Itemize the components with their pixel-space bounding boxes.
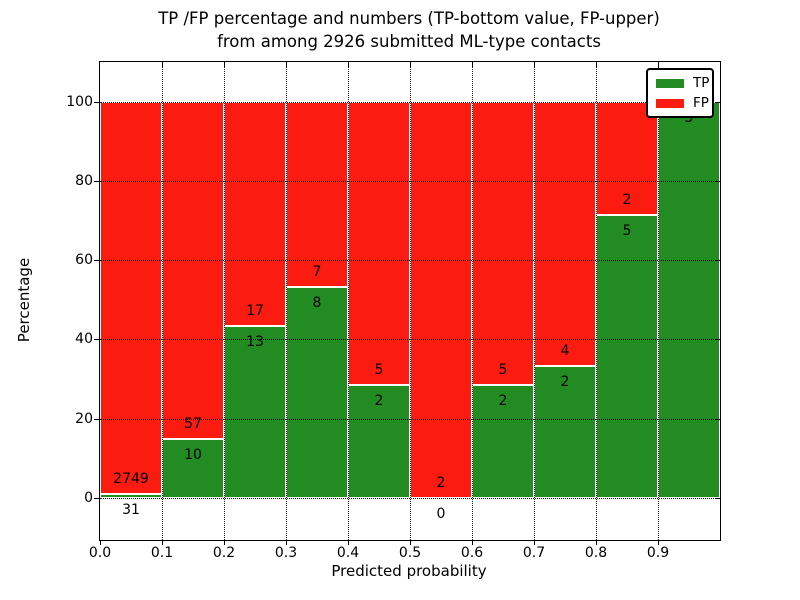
x-tick-mark-top	[596, 62, 597, 67]
x-tick-mark-top	[162, 62, 163, 67]
legend: TP FP	[646, 68, 714, 118]
y-tick-label: 80	[75, 172, 93, 189]
tp-count-label: 2	[560, 373, 570, 390]
x-tick-mark-top	[658, 62, 659, 67]
tp-count-label: 8	[312, 294, 322, 311]
x-tick-mark	[224, 540, 225, 545]
x-tick-mark-top	[534, 62, 535, 67]
x-tick-mark-top	[224, 62, 225, 67]
x-tick-mark-top	[410, 62, 411, 67]
tp-count-label: 13	[246, 334, 264, 351]
plot-area: TP FP 2749315710171378522052422550.00.10…	[66, 61, 721, 561]
x-tick-mark	[596, 540, 597, 545]
tp-count-label: 2	[374, 392, 384, 409]
y-tick-mark	[94, 260, 99, 262]
x-tick-label: 0.5	[398, 545, 422, 561]
fp-legend-label: FP	[693, 95, 709, 111]
x-tick-label: 0.7	[522, 545, 546, 561]
y-tick-mark	[94, 101, 99, 103]
x-tick-mark	[348, 540, 349, 545]
bar-fp-segment	[534, 101, 596, 366]
legend-item-fp: FP	[656, 95, 712, 112]
x-tick-label: 0.6	[460, 545, 484, 561]
y-tick-mark-right	[715, 101, 720, 103]
x-tick-mark	[286, 540, 287, 545]
gridline-h	[100, 498, 720, 499]
fp-count-label: 57	[184, 415, 202, 432]
x-tick-mark	[534, 540, 535, 545]
x-tick-mark-top	[286, 62, 287, 67]
y-tick-mark	[94, 498, 99, 499]
bar-tp-segment	[658, 101, 720, 498]
legend-item-tp: TP	[656, 75, 712, 92]
x-tick-label: 0.0	[88, 545, 112, 561]
bar-fp-segment	[472, 101, 534, 385]
x-tick-label: 0.1	[150, 545, 174, 561]
x-tick-label: 0.9	[646, 545, 670, 561]
y-tick-label: 20	[75, 410, 93, 427]
fp-count-label: 4	[560, 342, 570, 359]
x-tick-mark	[410, 540, 411, 545]
bar-fp-segment	[162, 101, 224, 439]
y-tick-mark-right	[715, 339, 720, 341]
fp-count-label: 2	[622, 191, 632, 208]
x-tick-label: 0.3	[274, 545, 298, 561]
bar-fp-segment	[100, 101, 162, 494]
fp-count-label: 7	[312, 263, 322, 280]
x-tick-mark-top	[472, 62, 473, 67]
fp-count-label: 5	[498, 361, 508, 378]
y-tick-label: 100	[66, 93, 93, 110]
x-tick-label: 0.8	[584, 545, 608, 561]
x-axis-label: Predicted probability	[331, 562, 487, 580]
fp-count-label: 2749	[113, 470, 149, 487]
chart-title-line2: from among 2926 submitted ML-type contac…	[217, 32, 601, 51]
tp-count-label: 5	[622, 222, 632, 239]
bar-fp-segment	[286, 101, 348, 287]
bar-fp-segment	[410, 101, 472, 498]
fp-legend-swatch	[656, 99, 684, 108]
y-tick-mark-right	[715, 260, 720, 262]
x-tick-mark	[658, 540, 659, 545]
bar-tp-segment	[534, 365, 596, 498]
bar-tp-segment	[224, 326, 286, 498]
y-tick-mark	[94, 180, 99, 182]
y-axis-label: Percentage	[15, 257, 33, 343]
bar-tp-segment	[286, 286, 348, 498]
x-tick-mark	[472, 540, 473, 545]
tp-count-label: 10	[184, 446, 202, 463]
tp-legend-label: TP	[693, 75, 710, 91]
y-tick-mark	[94, 339, 99, 341]
y-tick-mark	[94, 418, 99, 420]
bar-tp-segment	[348, 384, 410, 498]
bar-tp-segment	[596, 214, 658, 498]
tp-legend-swatch	[656, 79, 684, 88]
fp-count-label: 17	[246, 303, 264, 320]
x-tick-label: 0.2	[212, 545, 236, 561]
y-tick-mark-right	[715, 498, 720, 499]
y-tick-label: 0	[84, 490, 93, 506]
tp-count-label: 0	[436, 506, 446, 522]
tp-count-label: 2	[498, 392, 508, 409]
y-tick-label: 40	[75, 331, 93, 348]
bar-fp-segment	[348, 101, 410, 385]
bar-tp-segment	[100, 493, 162, 498]
bar-fp-segment	[224, 101, 286, 327]
chart-title-line1: TP /FP percentage and numbers (TP-bottom…	[158, 9, 660, 28]
y-tick-mark-right	[715, 180, 720, 182]
fp-count-label: 5	[374, 361, 384, 378]
bar-tp-segment	[162, 438, 224, 498]
x-tick-mark	[100, 540, 101, 545]
fp-count-label: 2	[436, 475, 446, 491]
tp-count-label: 31	[122, 501, 140, 518]
x-tick-label: 0.4	[336, 545, 360, 561]
x-tick-mark	[162, 540, 163, 545]
y-tick-mark-right	[715, 418, 720, 420]
chart-title: TP /FP percentage and numbers (TP-bottom…	[99, 7, 719, 53]
x-tick-mark-top	[348, 62, 349, 67]
y-tick-label: 60	[75, 252, 93, 269]
